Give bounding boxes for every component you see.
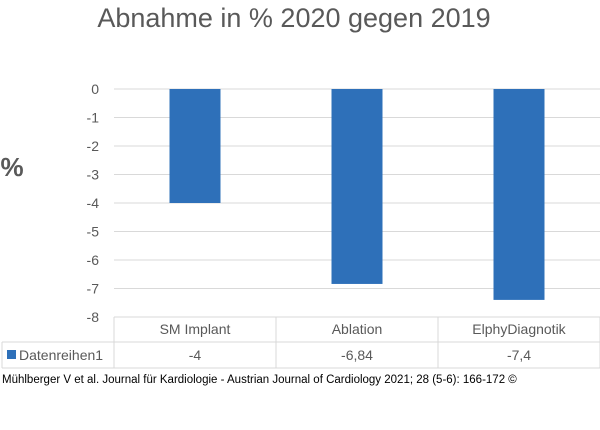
bar — [493, 89, 545, 300]
x-category-label: Ablation — [332, 321, 383, 337]
y-tick-label: -6 — [87, 252, 100, 268]
data-label: -6,84 — [341, 347, 373, 363]
y-tick-label: -8 — [87, 309, 100, 325]
bar-chart: Abnahme in % 2020 gegen 2019 % 0 -1 -2 -3 -4… — [0, 3, 600, 369]
y-tick-label: -3 — [87, 167, 100, 183]
y-axis-label: % — [0, 152, 23, 182]
x-category-label: SM Implant — [160, 321, 231, 337]
data-table: SM Implant -4 Ablation -6,84 ElphyDiagnotik -… — [1, 316, 600, 369]
legend-label: Datenreihen1 — [19, 347, 103, 363]
y-tick-label: -1 — [87, 110, 100, 126]
bar — [169, 89, 221, 203]
data-label: -4 — [189, 347, 202, 363]
bar — [331, 89, 383, 284]
y-tick-label: -7 — [87, 281, 100, 297]
y-tick-label: -5 — [87, 224, 100, 240]
x-category-label: ElphyDiagnotik — [472, 321, 566, 337]
data-label: -7,4 — [507, 347, 531, 363]
legend-swatch — [7, 350, 16, 359]
chart-title: Abnahme in % 2020 gegen 2019 — [97, 3, 490, 33]
y-tick-label: -2 — [87, 138, 100, 154]
y-tick-label: -4 — [87, 195, 100, 211]
y-tick-label: 0 — [91, 81, 99, 97]
bars — [169, 89, 545, 300]
y-axis-ticks: 0 -1 -2 -3 -4 -5 -6 -7 -8 — [87, 81, 100, 325]
source-caption: Mühlberger V et al. Journal für Kardiolo… — [2, 374, 517, 386]
